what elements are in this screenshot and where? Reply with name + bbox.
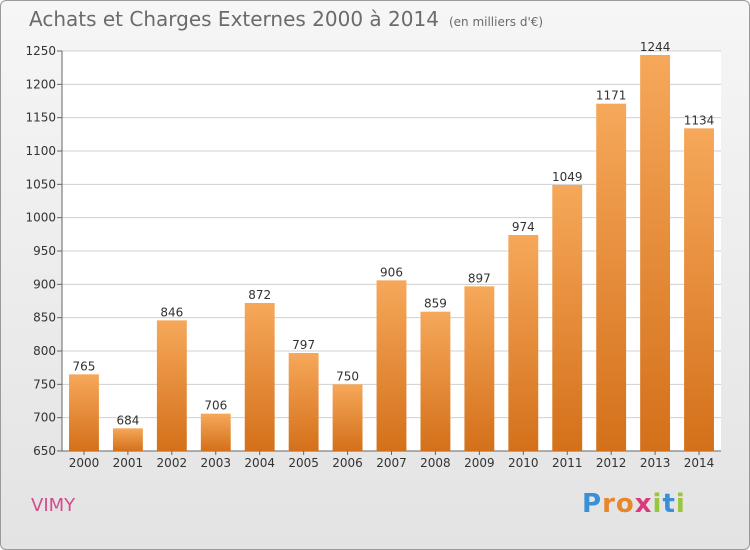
- x-tick-label: 2011: [552, 456, 583, 470]
- x-tick-label: 2006: [332, 456, 363, 470]
- data-label: 846: [160, 305, 183, 319]
- data-label: 765: [73, 359, 96, 373]
- brand-letter: i: [652, 489, 663, 519]
- brand-letter: t: [662, 489, 676, 519]
- x-tick-label: 2009: [464, 456, 495, 470]
- brand-letter: r: [602, 489, 616, 519]
- bar: [69, 374, 99, 451]
- data-label: 872: [248, 288, 271, 302]
- y-tick-label: 1050: [25, 177, 56, 191]
- x-tick-label: 2008: [420, 456, 451, 470]
- y-tick-label: 850: [33, 311, 56, 325]
- brand-logo: Proxiti: [582, 489, 686, 519]
- data-label: 859: [424, 297, 447, 311]
- data-label: 706: [204, 399, 227, 413]
- bar: [596, 103, 627, 452]
- x-tick-label: 2003: [200, 456, 231, 470]
- bar: [552, 185, 583, 451]
- bar: [684, 128, 714, 451]
- brand-letter: x: [634, 489, 653, 519]
- x-tick-label: 2007: [376, 456, 407, 470]
- data-label: 974: [512, 220, 535, 234]
- bar: [640, 55, 671, 451]
- bar: [508, 235, 539, 451]
- x-tick-label: 2000: [69, 456, 100, 470]
- y-tick-label: 1100: [25, 144, 56, 158]
- data-label: 750: [336, 369, 359, 383]
- x-tick-label: 2005: [288, 456, 319, 470]
- unit-note: (en milliers d'€): [448, 15, 544, 29]
- y-tick-label: 900: [33, 277, 56, 291]
- x-tick-label: 2013: [640, 456, 671, 470]
- y-tick-label: 800: [33, 344, 56, 358]
- y-tick-label: 1250: [25, 44, 56, 58]
- bar: [288, 353, 319, 451]
- bar: [112, 428, 143, 451]
- y-tick-label: 700: [33, 411, 56, 425]
- data-label: 1134: [684, 113, 715, 127]
- bar: [420, 311, 451, 451]
- bar: [376, 280, 407, 451]
- data-label: 906: [380, 265, 403, 279]
- city-name: VIMY: [31, 495, 76, 516]
- data-label: 897: [468, 271, 491, 285]
- x-tick-label: 2010: [508, 456, 539, 470]
- bar: [200, 413, 231, 451]
- brand-letter: i: [675, 489, 686, 519]
- y-tick-label: 750: [33, 377, 56, 391]
- y-tick-label: 950: [33, 244, 56, 258]
- bar: [464, 286, 495, 451]
- y-tick-label: 1000: [25, 211, 56, 225]
- x-tick-label: 2004: [244, 456, 275, 470]
- brand-letter: P: [582, 489, 603, 519]
- title-text: Achats et Charges Externes 2000 à 2014: [29, 7, 439, 31]
- data-label: 1049: [552, 170, 583, 184]
- x-tick-label: 2014: [684, 456, 715, 470]
- y-tick-label: 1150: [25, 111, 56, 125]
- brand-letter: o: [615, 489, 635, 519]
- x-tick-label: 2012: [596, 456, 627, 470]
- data-label: 1171: [596, 89, 627, 103]
- bar: [156, 320, 187, 451]
- chart-title: Achats et Charges Externes 2000 à 2014 (e…: [29, 7, 543, 31]
- data-label: 684: [116, 413, 139, 427]
- bar: [244, 303, 275, 451]
- y-tick-label: 650: [33, 444, 56, 458]
- data-label: 1244: [640, 40, 671, 54]
- bar: [332, 384, 363, 451]
- x-tick-label: 2002: [157, 456, 188, 470]
- data-label: 797: [292, 338, 315, 352]
- y-tick-label: 1200: [25, 77, 56, 91]
- x-tick-label: 2001: [113, 456, 144, 470]
